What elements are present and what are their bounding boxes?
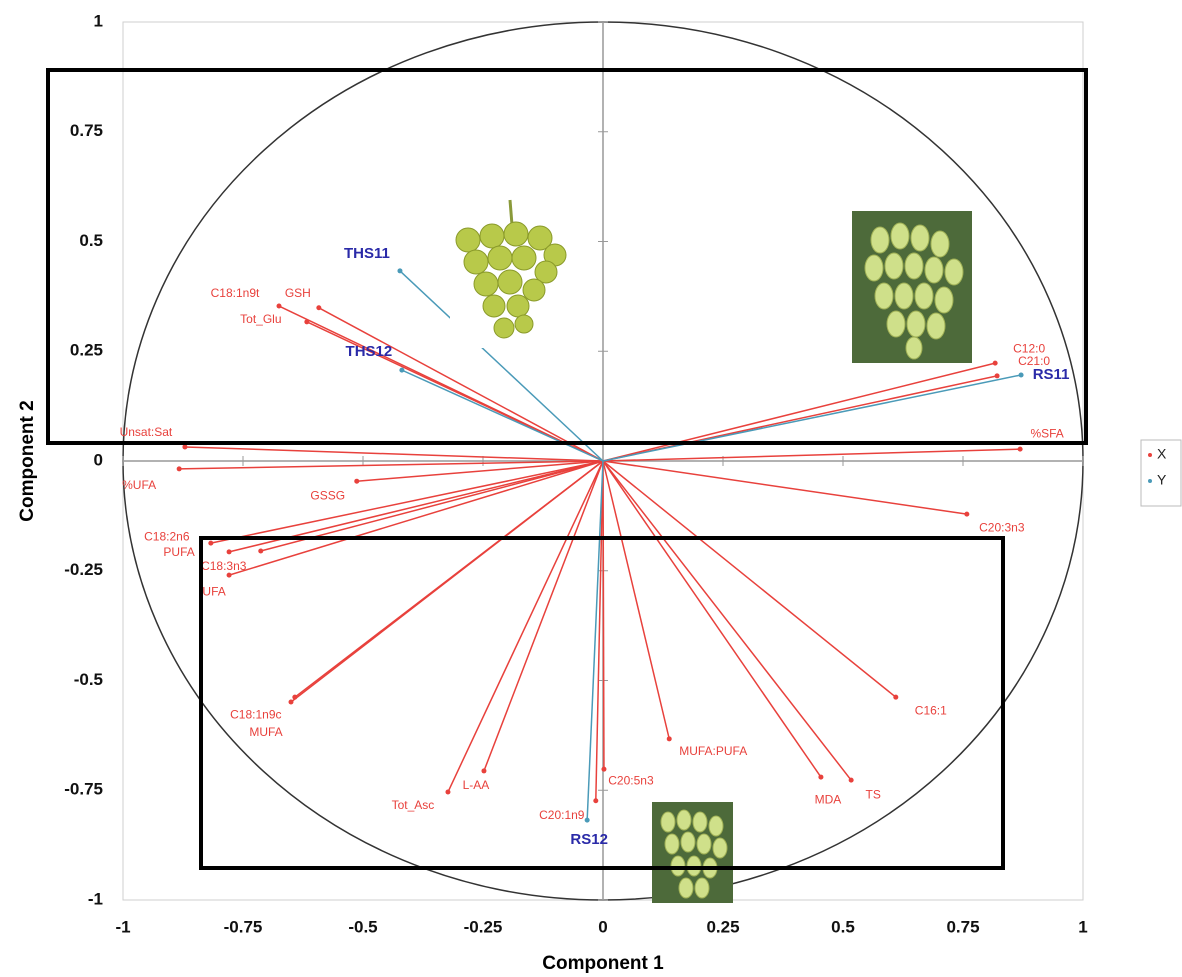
- loading-point: [601, 767, 606, 772]
- point-label: C18:2n6: [144, 529, 190, 543]
- loading-vector: [603, 449, 1020, 461]
- loading-vector: [211, 461, 603, 543]
- point-label: GSH: [285, 286, 311, 300]
- axes: -1 -0.75 -0.5 -0.25 0 0.25 0.5 0.75 1 -1 -0.75 -0.5…: [64, 11, 1087, 936]
- loading-vector: [603, 461, 851, 780]
- loading-vector: [603, 461, 896, 697]
- loading-point: [1019, 372, 1024, 377]
- point-label: C18:1n9c: [230, 707, 281, 721]
- grape-image: [852, 211, 972, 363]
- loading-point: [316, 305, 321, 310]
- loading-point: [993, 361, 998, 366]
- point-label: RS11: [1033, 366, 1070, 383]
- legend: XY: [1141, 440, 1181, 506]
- x-tick-label: 0.5: [831, 917, 855, 936]
- legend-label: X: [1157, 446, 1167, 462]
- point-label: C18:1n9t: [211, 286, 260, 300]
- loading-point: [995, 373, 1000, 378]
- point-label: MUFA:PUFA: [679, 744, 747, 758]
- loading-point: [277, 304, 282, 309]
- loading-point: [227, 573, 232, 578]
- point-label: C20:3n3: [979, 520, 1025, 534]
- loading-point: [893, 695, 898, 700]
- loading-point: [399, 368, 404, 373]
- point-label: L-AA: [463, 778, 490, 792]
- chart: -1 -0.75 -0.5 -0.25 0 0.25 0.5 0.75 1 -1 -0.75 -0.5…: [0, 0, 1182, 977]
- loading-vector: [603, 461, 967, 514]
- y-tick-label: 0.75: [70, 121, 103, 140]
- y-tick-label: 1: [94, 11, 103, 30]
- point-label: THS12: [346, 343, 393, 360]
- loading-vector: [603, 363, 995, 461]
- y-tick-label: 0.5: [79, 231, 103, 250]
- point-label: Unsat:Sat: [120, 425, 173, 439]
- loading-point: [177, 466, 182, 471]
- point-label: MUFA: [249, 725, 282, 739]
- point-label: RS12: [570, 831, 608, 848]
- y-axis-title: Component 2: [17, 400, 38, 521]
- y-tick-label: -1: [88, 889, 103, 908]
- x-tick-label: -1: [115, 917, 130, 936]
- point-label: %SFA: [1030, 426, 1063, 440]
- x-tick-label: -0.75: [224, 917, 263, 936]
- loading-point: [849, 778, 854, 783]
- loading-point: [818, 775, 823, 780]
- point-label: THS11: [344, 245, 390, 262]
- legend-marker: [1148, 453, 1152, 457]
- y-tick-label: -0.25: [64, 560, 103, 579]
- grape-image: [450, 198, 568, 348]
- loading-vector: [229, 461, 603, 575]
- loading-vector: [603, 461, 604, 769]
- point-label: MDA: [815, 792, 842, 806]
- x-tick-label: -0.25: [464, 917, 503, 936]
- loading-vector: [402, 370, 603, 461]
- legend-label: Y: [1157, 472, 1167, 488]
- loading-point: [182, 444, 187, 449]
- x-tick-label: -0.5: [348, 917, 377, 936]
- loading-vector: [596, 461, 603, 801]
- point-label: TS: [865, 787, 880, 801]
- point-label: C20:1n9: [539, 808, 585, 822]
- loading-point: [397, 268, 402, 273]
- loading-point: [593, 798, 598, 803]
- point-label: PUFA: [163, 545, 194, 559]
- loading-point: [585, 818, 590, 823]
- y-tick-label: -0.75: [64, 780, 103, 799]
- y-tick-label: -0.5: [74, 670, 103, 689]
- loading-point: [1018, 447, 1023, 452]
- loading-vector: [603, 375, 1021, 461]
- point-label: C16:1: [915, 703, 947, 717]
- loading-point: [354, 479, 359, 484]
- x-tick-label: 0: [598, 917, 607, 936]
- point-label: Tot_Glu: [240, 312, 281, 326]
- loading-point: [258, 548, 263, 553]
- x-axis-title: Component 1: [542, 953, 664, 974]
- loading-vector: [603, 461, 821, 777]
- loading-point: [481, 768, 486, 773]
- point-label: GSSG: [310, 488, 345, 502]
- loading-vector: [448, 461, 603, 792]
- loading-vector: [587, 461, 603, 820]
- grape-image: [652, 802, 733, 903]
- point-label: Tot_Asc: [392, 798, 435, 812]
- loading-vector: [185, 447, 603, 461]
- legend-marker: [1148, 479, 1152, 483]
- x-tick-label: 0.75: [946, 917, 979, 936]
- x-tick-label: 1: [1078, 917, 1087, 936]
- y-tick-label: 0: [94, 450, 103, 469]
- loading-point: [445, 790, 450, 795]
- loading-point: [304, 319, 309, 324]
- loading-point: [964, 512, 969, 517]
- loading-point: [227, 549, 232, 554]
- y-tick-label: 0.25: [70, 341, 103, 360]
- point-label: C20:5n3: [608, 773, 654, 787]
- loading-point: [289, 700, 294, 705]
- loading-point: [667, 736, 672, 741]
- point-label: UFA: [202, 584, 225, 598]
- loading-point: [208, 541, 213, 546]
- x-tick-label: 0.25: [706, 917, 739, 936]
- point-label: %UFA: [122, 478, 156, 492]
